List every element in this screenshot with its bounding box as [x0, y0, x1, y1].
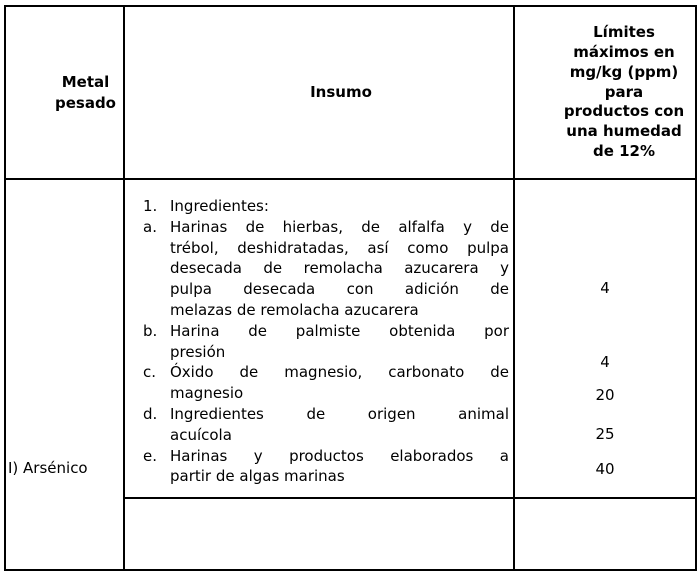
limit-value: 20 [595, 386, 615, 404]
list-marker: 1. [143, 197, 158, 215]
limit-value: 40 [595, 460, 615, 478]
table-row-arsenico: I) Arsénico 1. Ingredientes: a. Harinas de … [4, 178, 697, 571]
header-insumo: Insumo [123, 5, 515, 180]
list-marker: b. [143, 321, 158, 340]
ingredient-line: presión [170, 342, 226, 361]
ingredient-line: Harinas de hierbas, de alfalfa y de [170, 217, 509, 236]
ingredient-line: Harina de palmiste obtenida por [170, 321, 509, 340]
header-metal-pesado: Metal pesado [4, 5, 125, 180]
ingredient-line: Óxido de magnesio, carbonato de [170, 363, 509, 382]
limit-value: 25 [595, 425, 615, 443]
metal-name: I) Arsénico [8, 459, 88, 477]
table-header-row: Metal pesado Insumo Límites máximos en m… [4, 5, 697, 180]
ingredient-line: melazas de remolacha azucarera [170, 300, 419, 319]
ingredient-line: acuícola [170, 425, 232, 444]
ingredient-item: e. Harinas y productos elaborados a partir… [143, 446, 509, 488]
ingredient-line: Ingredientes: [170, 197, 269, 215]
limit-value: 4 [600, 353, 610, 371]
limits-cell-empty [513, 497, 697, 571]
list-marker: c. [143, 363, 157, 382]
ingredient-item: b. Harina de palmiste obtenida por presión [143, 321, 509, 363]
ingredient-line: Harinas y productos elaborados a [170, 446, 509, 465]
ingredient-list: 1. Ingredientes: a. Harinas de hierbas, de … [143, 196, 509, 487]
list-marker: e. [143, 446, 157, 465]
header-limites-maximos: Límites máximos en mg/kg (ppm) para prod… [513, 5, 697, 180]
ingredient-line: pulpa desecada con adición de [170, 280, 509, 299]
ingredient-item: a. Harinas de hierbas, de alfalfa y de tré… [143, 217, 509, 321]
ingredient-line: Ingredientes de origen animal [170, 404, 509, 423]
ingredient-line: trébol, deshidratadas, así como pulpa [170, 238, 509, 257]
ingredient-item: c. Óxido de magnesio, carbonato de magnesi… [143, 362, 509, 404]
heavy-metal-limits-table: Metal pesado Insumo Límites máximos en m… [4, 5, 697, 571]
ingredient-line: desecada de remolacha azucarera y [170, 259, 509, 278]
ingredient-item: 1. Ingredientes: [143, 196, 509, 217]
metal-cell: I) Arsénico [4, 178, 125, 571]
limit-value: 4 [600, 279, 610, 297]
ingredient-line: magnesio [170, 384, 244, 403]
list-marker: a. [143, 217, 157, 236]
ingredient-line: partir de algas marinas [170, 467, 345, 486]
insumo-cell: 1. Ingredientes: a. Harinas de hierbas, de … [123, 178, 515, 499]
limits-cell: 4 4 20 25 40 [513, 178, 697, 499]
ingredient-item: d. Ingredientes de origen animal acuícola [143, 404, 509, 446]
insumo-cell-empty [123, 497, 515, 571]
list-marker: d. [143, 404, 158, 423]
